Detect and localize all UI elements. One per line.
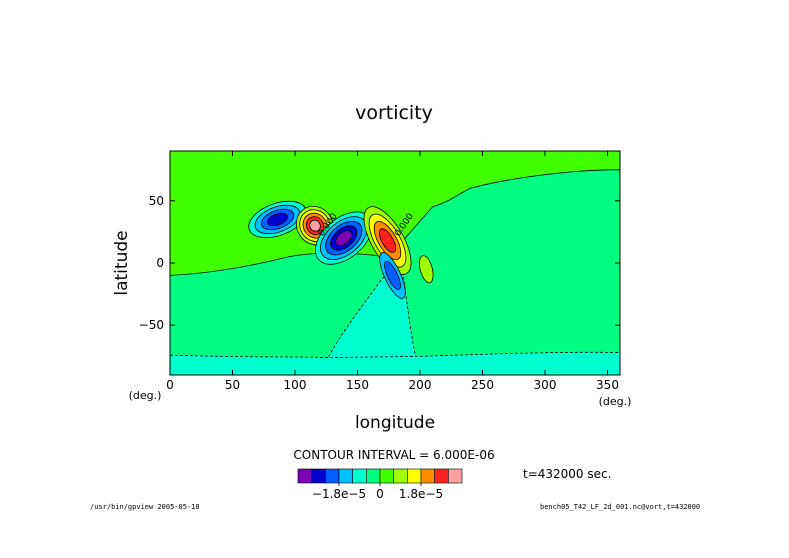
colorbar-tick-label: −1.8e−5	[312, 487, 366, 501]
vortex-contour	[419, 255, 434, 284]
vortex-contour	[309, 219, 321, 232]
colorbar-swatch	[325, 468, 340, 484]
vortex-cell	[248, 200, 307, 239]
x-tick-label: 350	[596, 378, 619, 392]
vortex-contour	[267, 212, 288, 227]
vortex-contour	[335, 230, 353, 246]
colorbar-tick-label: 0	[376, 487, 384, 501]
footer-left: /usr/bin/gpview 2005-05-18	[90, 503, 200, 511]
colorbar: −1.8e−5 0 1.8e−5	[297, 468, 463, 501]
colorbar-swatch	[420, 468, 435, 484]
colorbar-swatch	[379, 468, 394, 484]
x-tick-label: 300	[534, 378, 557, 392]
x-tick-label: 0	[166, 378, 174, 392]
colorbar-swatch	[338, 468, 353, 484]
colorbar-swatch	[407, 468, 422, 484]
x-unit-left: (deg.)	[129, 389, 162, 402]
time-text: t=432000 sec.	[523, 467, 611, 481]
colorbar-swatch	[297, 468, 312, 484]
x-axis-ticks: 0 50 100 150 200 250 300 350	[166, 151, 619, 392]
colorbar-tick-label: 1.8e−5	[399, 487, 443, 501]
colorbar-swatch	[393, 468, 408, 484]
y-tick-label: −50	[139, 318, 164, 332]
x-tick-label: 50	[225, 378, 240, 392]
colorbar-swatch	[366, 468, 381, 484]
vortex-cell	[379, 252, 406, 299]
y-axis-label: latitude	[112, 230, 132, 295]
x-tick-label: 250	[471, 378, 494, 392]
vortex-group	[248, 200, 434, 299]
vortex-contour	[378, 228, 397, 253]
vortex-contour	[384, 260, 401, 290]
colorbar-swatch	[448, 468, 463, 484]
colorbar-swatch	[434, 468, 449, 484]
x-tick-label: 100	[284, 378, 307, 392]
south-pole-region	[170, 351, 620, 375]
chart-title: vorticity	[355, 102, 433, 124]
x-unit-right: (deg.)	[599, 395, 632, 408]
plot-area: 0.000 0.000	[170, 151, 620, 375]
y-tick-label: 50	[149, 194, 164, 208]
x-axis-label: longitude	[355, 413, 435, 433]
colorbar-swatch	[352, 468, 367, 484]
y-axis-ticks: −50 0 50	[139, 194, 620, 332]
vortex-cell	[363, 206, 412, 275]
vortex-cell	[419, 255, 434, 284]
y-tick-label: 0	[156, 256, 164, 270]
footer-right: bench05_T42_LF_2d_001.nc@vort,t=432000	[540, 503, 700, 511]
contour-interval-text: CONTOUR INTERVAL = 6.000E-06	[293, 448, 494, 462]
x-tick-label: 150	[346, 378, 369, 392]
colorbar-swatch	[311, 468, 326, 484]
x-tick-label: 200	[409, 378, 432, 392]
